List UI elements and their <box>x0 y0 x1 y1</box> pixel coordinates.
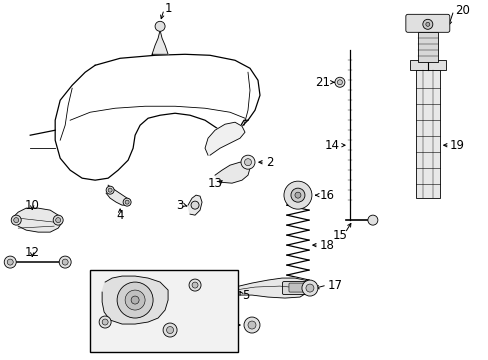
Circle shape <box>166 327 173 333</box>
Text: 4: 4 <box>116 209 123 222</box>
Circle shape <box>284 181 311 209</box>
Circle shape <box>241 155 254 169</box>
Polygon shape <box>12 208 62 232</box>
Circle shape <box>108 188 112 192</box>
Bar <box>90 270 238 352</box>
Text: 15: 15 <box>332 229 346 242</box>
Circle shape <box>301 280 317 296</box>
Text: 8: 8 <box>180 333 187 347</box>
Text: 20: 20 <box>454 4 468 17</box>
Circle shape <box>53 215 63 225</box>
Polygon shape <box>222 278 309 298</box>
Polygon shape <box>188 195 202 215</box>
Text: 19: 19 <box>449 139 464 152</box>
Circle shape <box>56 218 61 222</box>
Text: 13: 13 <box>207 177 222 190</box>
Bar <box>417 32 437 62</box>
Circle shape <box>155 21 165 31</box>
Circle shape <box>123 198 131 206</box>
Circle shape <box>334 77 344 87</box>
FancyBboxPatch shape <box>282 282 313 294</box>
Circle shape <box>125 200 129 204</box>
Text: 10: 10 <box>25 199 40 212</box>
Text: 3: 3 <box>175 199 183 212</box>
Text: 6: 6 <box>89 302 97 315</box>
Text: 1: 1 <box>165 2 172 15</box>
Circle shape <box>422 19 432 29</box>
Circle shape <box>290 188 305 202</box>
Circle shape <box>14 218 19 222</box>
Circle shape <box>106 186 114 194</box>
Circle shape <box>192 282 198 288</box>
Text: 11: 11 <box>197 276 212 289</box>
Text: 16: 16 <box>319 189 334 202</box>
Circle shape <box>131 296 139 304</box>
Circle shape <box>125 290 145 310</box>
Text: 7: 7 <box>182 302 190 315</box>
Circle shape <box>163 323 177 337</box>
Text: 12: 12 <box>25 246 40 258</box>
Text: 17: 17 <box>327 279 342 292</box>
FancyBboxPatch shape <box>288 283 306 292</box>
Circle shape <box>189 279 201 291</box>
Text: 2: 2 <box>265 156 273 169</box>
Circle shape <box>244 159 251 166</box>
Circle shape <box>7 259 13 265</box>
Polygon shape <box>106 185 130 205</box>
Text: 21: 21 <box>314 76 329 89</box>
Text: 14: 14 <box>324 139 339 152</box>
Circle shape <box>305 284 313 292</box>
Circle shape <box>4 256 16 268</box>
Circle shape <box>247 321 255 329</box>
Circle shape <box>11 215 21 225</box>
Circle shape <box>337 80 342 85</box>
Circle shape <box>367 215 377 225</box>
Text: 9: 9 <box>227 319 235 332</box>
Circle shape <box>102 319 108 325</box>
Circle shape <box>59 256 71 268</box>
Circle shape <box>294 192 300 198</box>
Bar <box>415 70 439 198</box>
Circle shape <box>62 259 68 265</box>
Circle shape <box>425 22 429 26</box>
Polygon shape <box>215 162 249 183</box>
Text: 5: 5 <box>242 289 249 302</box>
Circle shape <box>99 316 111 328</box>
Circle shape <box>244 317 260 333</box>
Polygon shape <box>152 30 168 54</box>
Circle shape <box>117 282 153 318</box>
FancyBboxPatch shape <box>405 14 449 32</box>
Bar <box>409 60 445 70</box>
Polygon shape <box>204 122 244 155</box>
Polygon shape <box>102 276 168 324</box>
Circle shape <box>191 201 199 209</box>
Text: 18: 18 <box>319 239 334 252</box>
